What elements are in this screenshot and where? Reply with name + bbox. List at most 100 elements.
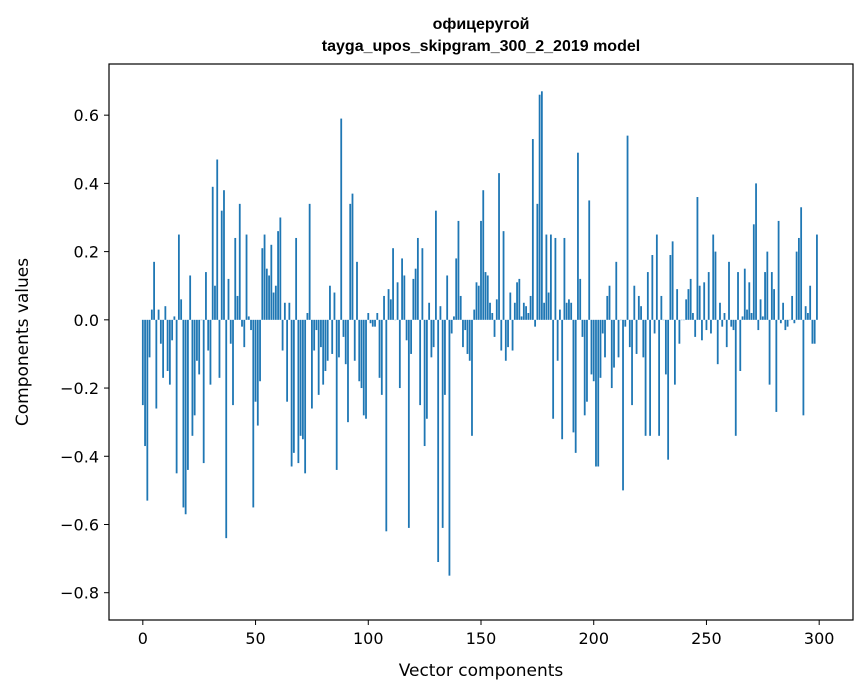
bar xyxy=(685,299,688,320)
bar xyxy=(491,313,494,320)
x-tick-label: 250 xyxy=(691,629,722,648)
bar xyxy=(367,313,370,320)
bar xyxy=(531,139,534,320)
bar xyxy=(450,319,453,334)
bar xyxy=(378,319,381,378)
bar xyxy=(468,319,471,361)
bar xyxy=(234,237,237,320)
bar xyxy=(766,251,769,320)
bar xyxy=(816,234,818,320)
bar xyxy=(746,309,748,320)
bar xyxy=(268,275,270,320)
bar xyxy=(464,319,467,331)
bar xyxy=(281,319,284,351)
bar xyxy=(696,197,699,320)
bar xyxy=(220,210,223,320)
bar xyxy=(432,319,435,348)
bar xyxy=(292,319,295,453)
bar xyxy=(714,251,717,320)
bar xyxy=(764,272,766,320)
bar xyxy=(579,278,582,320)
bar xyxy=(644,319,647,436)
bar xyxy=(173,316,176,320)
bar xyxy=(243,319,246,348)
bar xyxy=(274,285,277,320)
bar xyxy=(407,319,410,528)
bar xyxy=(457,220,460,320)
bar xyxy=(412,278,415,320)
bar xyxy=(556,319,559,361)
bar xyxy=(577,152,579,320)
bar xyxy=(601,319,604,334)
bar xyxy=(588,200,591,320)
bar xyxy=(809,285,812,320)
bar xyxy=(673,319,676,385)
bar xyxy=(371,319,374,327)
bar xyxy=(624,319,627,327)
bar xyxy=(252,319,255,508)
bar xyxy=(516,282,518,320)
bar xyxy=(489,302,491,320)
bar xyxy=(642,319,645,358)
bar xyxy=(658,319,661,436)
bar xyxy=(380,319,383,395)
bar xyxy=(306,313,309,320)
bar xyxy=(187,319,189,470)
bar xyxy=(189,275,192,320)
bar xyxy=(534,319,537,327)
bar xyxy=(793,319,796,324)
bar xyxy=(259,319,261,382)
bar xyxy=(353,319,356,361)
bar xyxy=(331,319,334,354)
bar xyxy=(466,319,469,354)
bar xyxy=(543,302,546,320)
x-tick-label: 150 xyxy=(466,629,497,648)
bar xyxy=(396,282,399,320)
bar xyxy=(351,193,354,320)
bar xyxy=(568,299,570,320)
bar xyxy=(631,319,633,406)
y-tick-label: −0.2 xyxy=(60,379,99,398)
bar xyxy=(698,285,701,320)
bar xyxy=(777,220,780,320)
bar xyxy=(398,319,401,389)
bar xyxy=(719,302,721,320)
bar xyxy=(232,319,234,406)
bar xyxy=(653,319,656,334)
bar xyxy=(333,292,336,320)
bar xyxy=(676,289,679,320)
bar xyxy=(155,319,158,409)
bar xyxy=(606,295,609,320)
bar xyxy=(586,319,588,402)
bar xyxy=(513,302,516,320)
bar xyxy=(209,319,212,385)
bar xyxy=(455,258,458,320)
bar xyxy=(247,316,250,320)
bar xyxy=(613,319,615,368)
bar xyxy=(340,118,343,320)
bar xyxy=(707,272,710,320)
bar xyxy=(374,319,376,327)
bar xyxy=(141,319,144,406)
bar xyxy=(369,319,372,324)
chart-title-line2: tayga_upos_skipgram_300_2_2019 model xyxy=(322,38,640,55)
bar xyxy=(385,319,388,532)
bar xyxy=(383,295,385,320)
bar xyxy=(504,319,507,361)
bar xyxy=(448,319,451,576)
bar xyxy=(308,203,311,320)
bar xyxy=(552,319,555,419)
bar xyxy=(712,234,715,320)
bar xyxy=(329,285,331,320)
bar xyxy=(710,319,712,334)
bar xyxy=(462,319,464,348)
bar xyxy=(660,295,663,320)
bar xyxy=(227,278,230,320)
bar xyxy=(349,203,352,320)
bar xyxy=(214,285,216,320)
bar xyxy=(430,319,433,358)
bar xyxy=(437,319,440,563)
bar xyxy=(797,237,800,320)
bar xyxy=(525,306,527,320)
bar xyxy=(358,319,361,382)
